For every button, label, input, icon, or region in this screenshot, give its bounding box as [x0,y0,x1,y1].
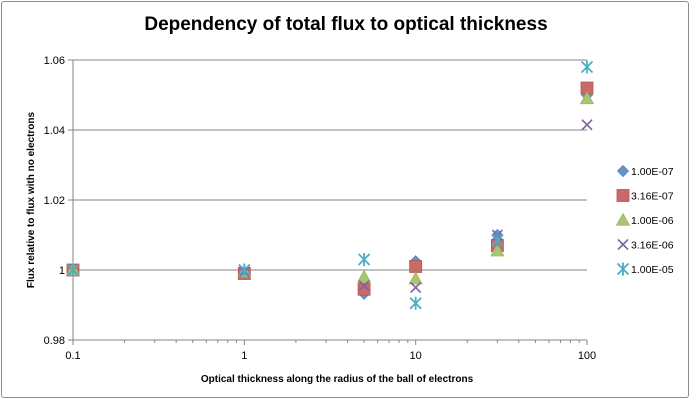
data-point [358,280,370,292]
legend-marker [616,262,630,276]
y-axis-label: Flux relative to flux with no electrons [26,111,37,288]
data-point [409,260,423,273]
data-point [491,233,504,247]
x-tick-label: 1 [241,350,247,362]
data-point [490,243,505,257]
data-point [408,271,423,285]
y-tick-label: 1.04 [44,125,65,137]
data-point [356,269,372,283]
y-tick-label: 1.02 [44,195,65,207]
data-point [409,296,422,310]
data-point [357,253,371,266]
legend-label: 3.16E-06 [631,240,674,252]
legend-marker [616,189,630,202]
data-point [580,60,594,74]
y-tick-label: 0.98 [44,335,65,347]
data-point [238,263,251,277]
y-tick-label: 1 [59,265,65,277]
data-point [66,263,80,277]
legend-label: 3.16E-07 [631,191,674,203]
data-point [410,281,422,294]
data-point [357,282,371,296]
legend-marker [617,238,629,251]
chart-title: Dependency of total flux to optical thic… [144,14,548,35]
x-tick-label: 100 [578,350,596,362]
data-point [579,91,595,105]
x-tick-label: 0.1 [65,350,80,362]
x-axis-label: Optical thickness along the radius of th… [201,374,474,385]
legend-marker [615,212,631,226]
x-tick-label: 10 [410,350,422,362]
y-tick-label: 1.06 [44,55,65,67]
legend-label: 1.00E-06 [631,215,674,227]
legend-label: 1.00E-05 [631,264,674,276]
legend-marker [616,164,630,178]
legend-label: 1.00E-07 [631,166,674,178]
data-point [581,119,593,131]
